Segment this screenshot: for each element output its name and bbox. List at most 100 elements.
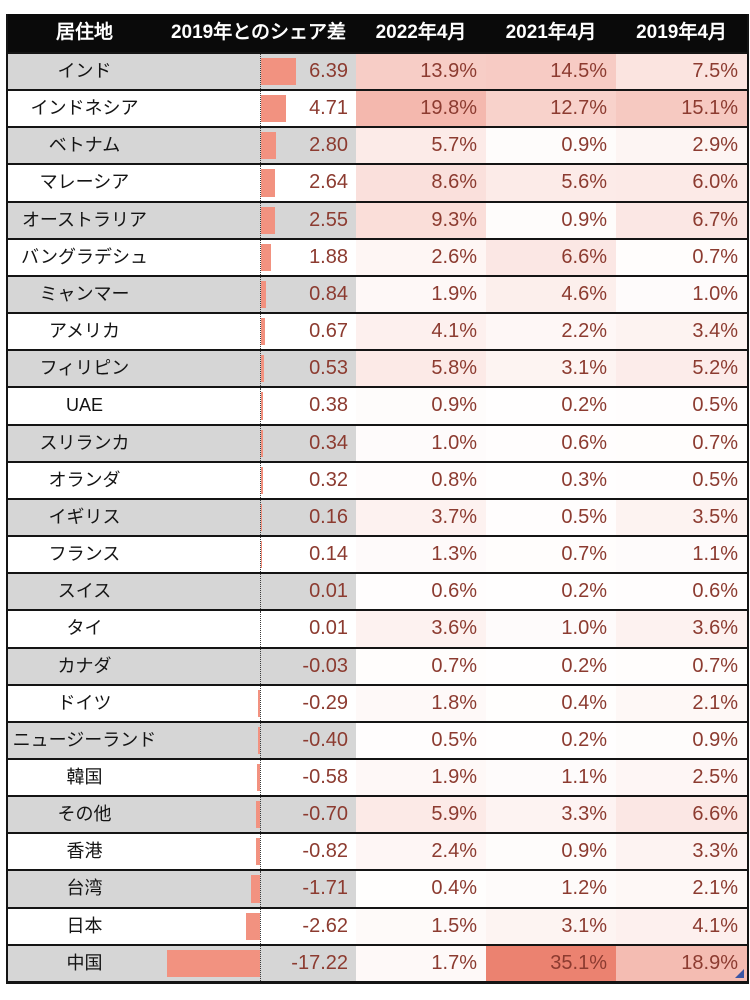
share-diff-cell: 0.38 bbox=[161, 388, 356, 424]
databar-axis-line bbox=[260, 462, 261, 498]
april-2021-share-cell: 35.1% bbox=[486, 945, 616, 981]
share-diff-databar bbox=[255, 838, 260, 866]
autofill-corner-mark[interactable] bbox=[735, 968, 744, 978]
databar-axis-line bbox=[260, 239, 261, 275]
table-row: スイス 0.01 0.6% 0.2% 0.6% bbox=[8, 572, 747, 610]
april-2021-share-cell: 0.9% bbox=[486, 128, 616, 164]
databar-axis-line bbox=[260, 537, 261, 573]
databar-axis-line bbox=[260, 648, 261, 684]
share-diff-value: 2.64 bbox=[309, 171, 348, 194]
table-row: フランス 0.14 1.3% 0.7% 1.1% bbox=[8, 535, 747, 573]
april-2022-share-cell: 1.0% bbox=[356, 425, 486, 461]
share-diff-cell: -0.82 bbox=[161, 834, 356, 870]
april-2019-share-cell: 0.5% bbox=[616, 462, 747, 498]
residence-name-cell: フランス bbox=[8, 537, 161, 573]
residence-name-cell: カナダ bbox=[8, 648, 161, 684]
april-2022-share-cell: 13.9% bbox=[356, 54, 486, 90]
share-diff-databar bbox=[261, 318, 265, 346]
residence-name-cell: マレーシア bbox=[8, 165, 161, 201]
april-2019-share-cell: 15.1% bbox=[616, 91, 747, 127]
residence-name-cell: オランダ bbox=[8, 462, 161, 498]
share-diff-value: 0.01 bbox=[309, 580, 348, 603]
april-2021-share-cell: 0.9% bbox=[486, 834, 616, 870]
residence-name-cell: 韓国 bbox=[8, 759, 161, 796]
share-diff-cell: -1.71 bbox=[161, 871, 356, 907]
databar-axis-line bbox=[260, 797, 261, 833]
residence-name-cell: スイス bbox=[8, 574, 161, 610]
april-2021-share-cell: 3.3% bbox=[486, 797, 616, 833]
april-2021-share-cell: 14.5% bbox=[486, 54, 616, 90]
april-2022-share-cell: 0.7% bbox=[356, 648, 486, 684]
residence-name-cell: オーストラリア bbox=[8, 202, 161, 238]
databar-axis-line bbox=[260, 834, 261, 870]
april-2021-share-cell: 0.2% bbox=[486, 648, 616, 684]
april-2022-share-cell: 2.6% bbox=[356, 239, 486, 275]
table-row: マレーシア 2.64 8.6% 5.6% 6.0% bbox=[8, 163, 747, 201]
share-diff-databar bbox=[261, 95, 287, 123]
share-diff-cell: 0.01 bbox=[161, 611, 356, 647]
share-diff-value: 0.01 bbox=[309, 617, 348, 640]
residence-name-cell: ニュージーランド bbox=[8, 722, 161, 758]
table-body: インド 6.39 13.9% 14.5% 7.5% インドネシア 4.71 19.8% 12.7… bbox=[8, 52, 747, 981]
share-diff-value: -0.58 bbox=[302, 765, 348, 788]
april-2019-share-cell: 2.1% bbox=[616, 685, 747, 721]
share-diff-databar bbox=[261, 541, 262, 569]
share-diff-databar bbox=[261, 429, 263, 457]
share-diff-cell: 6.39 bbox=[161, 54, 356, 90]
april-2021-share-cell: 2.2% bbox=[486, 314, 616, 350]
april-2019-share-cell: 1.1% bbox=[616, 537, 747, 573]
residence-name-cell: 台湾 bbox=[8, 871, 161, 907]
april-2022-share-cell: 0.4% bbox=[356, 871, 486, 907]
share-diff-cell: 0.16 bbox=[161, 499, 356, 536]
april-2019-share-cell: 0.7% bbox=[616, 239, 747, 275]
table-row: ドイツ -0.29 1.8% 0.4% 2.1% bbox=[8, 683, 747, 721]
share-diff-value: 6.39 bbox=[309, 60, 348, 82]
share-diff-cell: 2.64 bbox=[161, 165, 356, 201]
april-2021-share-cell: 6.6% bbox=[486, 239, 616, 275]
table-row: インドネシア 4.71 19.8% 12.7% 15.1% bbox=[8, 89, 747, 127]
residence-name-cell: インド bbox=[8, 54, 161, 90]
april-2019-share-cell: 1.0% bbox=[616, 276, 747, 313]
share-diff-databar bbox=[167, 949, 260, 977]
april-2019-share-cell: 0.6% bbox=[616, 574, 747, 610]
april-2022-share-cell: 9.3% bbox=[356, 202, 486, 238]
share-diff-value: 1.88 bbox=[309, 245, 348, 268]
residence-name-cell: ミャンマー bbox=[8, 276, 161, 313]
april-2022-share-cell: 4.1% bbox=[356, 314, 486, 350]
april-2019-share-cell: 0.7% bbox=[616, 425, 747, 461]
header-residence: 居住地 bbox=[55, 22, 113, 43]
residence-name-cell: フィリピン bbox=[8, 351, 161, 387]
april-2022-share-cell: 2.4% bbox=[356, 834, 486, 870]
april-2021-share-cell: 0.5% bbox=[486, 499, 616, 536]
residence-name-cell: アメリカ bbox=[8, 314, 161, 350]
share-diff-value: 0.14 bbox=[309, 543, 348, 566]
residence-name-cell: その他 bbox=[8, 797, 161, 833]
table-row: フィリピン 0.53 5.8% 3.1% 5.2% bbox=[8, 349, 747, 387]
share-diff-databar bbox=[245, 912, 260, 940]
databar-axis-line bbox=[260, 871, 261, 907]
april-2019-share-cell: 2.1% bbox=[616, 871, 747, 907]
header-share-diff-vs-2019: 2019年とのシェア差 bbox=[170, 22, 347, 43]
share-diff-databar bbox=[261, 392, 264, 420]
databar-axis-line bbox=[260, 165, 261, 201]
april-2021-share-cell: 12.7% bbox=[486, 91, 616, 127]
share-diff-databar bbox=[256, 763, 260, 792]
april-2019-share-cell: 6.7% bbox=[616, 202, 747, 238]
april-2021-share-cell: 0.2% bbox=[486, 722, 616, 758]
april-2021-share-cell: 1.1% bbox=[486, 759, 616, 796]
table-row: 香港 -0.82 2.4% 0.9% 3.3% bbox=[8, 832, 747, 870]
april-2022-share-cell: 5.9% bbox=[356, 797, 486, 833]
april-2022-share-cell: 8.6% bbox=[356, 165, 486, 201]
residence-name-cell: ベトナム bbox=[8, 128, 161, 164]
table-row: バングラデシュ 1.88 2.6% 6.6% 0.7% bbox=[8, 237, 747, 275]
databar-axis-line bbox=[260, 685, 261, 721]
share-diff-cell: 0.01 bbox=[161, 574, 356, 610]
share-diff-value: -0.40 bbox=[302, 728, 348, 751]
share-diff-value: 0.32 bbox=[309, 468, 348, 491]
april-2022-share-cell: 0.8% bbox=[356, 462, 486, 498]
share-diff-databar bbox=[256, 801, 260, 829]
april-2019-share-cell: 4.1% bbox=[616, 908, 747, 944]
share-diff-cell: -0.03 bbox=[161, 648, 356, 684]
share-diff-value: 0.34 bbox=[309, 431, 348, 454]
table-row: 台湾 -1.71 0.4% 1.2% 2.1% bbox=[8, 869, 747, 907]
